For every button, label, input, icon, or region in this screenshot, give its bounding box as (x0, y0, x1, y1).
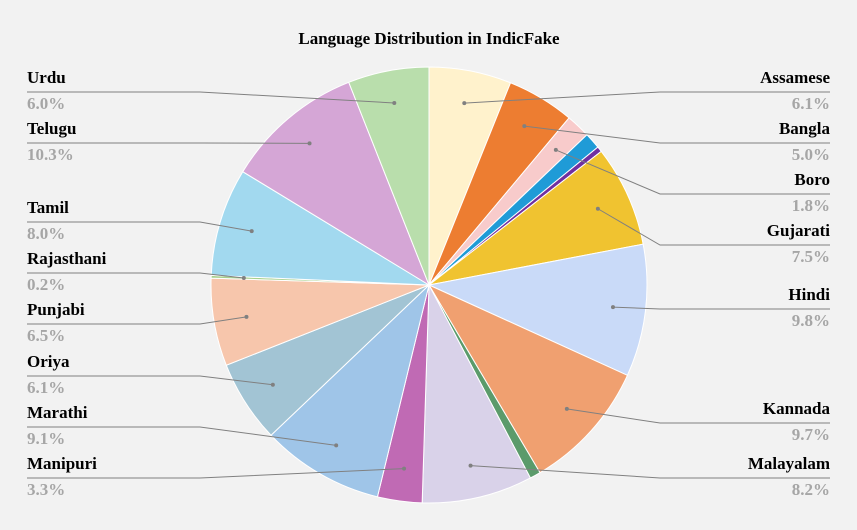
leader-dot (241, 276, 246, 281)
slice-value-label: 3.3% (27, 480, 65, 499)
slice-value-label: 9.1% (27, 429, 65, 448)
slice-label: Assamese (760, 68, 830, 87)
slice-label: Marathi (27, 403, 88, 422)
slice-label: Urdu (27, 68, 66, 87)
leader-dot (334, 443, 339, 448)
slice-value-label: 9.8% (792, 311, 830, 330)
slice-label: Bangla (779, 119, 831, 138)
pie-slice (242, 81, 431, 287)
leader-line (470, 465, 830, 479)
leader-dot (553, 147, 558, 152)
leader-dot (468, 463, 473, 468)
slice-label: Kannada (763, 399, 831, 418)
leader-dot (249, 229, 254, 234)
slice-label: Boro (794, 170, 830, 189)
leader-line (555, 149, 830, 195)
slice-value-label: 8.2% (792, 480, 830, 499)
leader-line (524, 125, 830, 144)
leader-dot (307, 141, 312, 146)
slice-value-label: 6.1% (792, 94, 830, 113)
pie-slice (210, 170, 430, 286)
leader-line (27, 272, 244, 279)
slice-label: Punjabi (27, 300, 85, 319)
pie-slice (427, 283, 629, 474)
slice-value-label: 6.1% (27, 378, 65, 397)
leader-dot (462, 101, 467, 106)
chart-title: Language Distribution in IndicFake (298, 29, 560, 48)
slice-label: Rajasthani (27, 249, 107, 268)
leader-dot (392, 100, 397, 105)
slice-label: Manipuri (27, 454, 97, 473)
leader-line (464, 91, 830, 104)
leader-dot (402, 466, 407, 471)
leader-line (27, 468, 405, 479)
slice-label: Hindi (788, 285, 830, 304)
slice-value-label: 5.0% (792, 145, 830, 164)
leader-line (612, 306, 830, 310)
leader-dot (522, 124, 527, 129)
slice-value-label: 1.8% (792, 196, 830, 215)
slice-label: Gujarati (767, 221, 831, 240)
leader-dot (610, 305, 615, 310)
slice-label: Oriya (27, 352, 70, 371)
slice-value-label: 6.5% (27, 326, 65, 345)
leader-line (27, 375, 273, 386)
pie-slice (427, 243, 648, 376)
pie-slice (428, 150, 644, 286)
leader-dot (564, 406, 569, 411)
leader-line (27, 91, 395, 104)
leader-line (566, 408, 830, 424)
slice-value-label: 0.2% (27, 275, 65, 294)
slice-label: Tamil (27, 198, 69, 217)
leader-dot (244, 314, 249, 319)
slice-label: Telugu (27, 119, 76, 138)
leader-line (27, 221, 252, 232)
slice-value-label: 7.5% (792, 247, 830, 266)
leader-line (27, 426, 337, 446)
slice-label: Malayalam (748, 454, 830, 473)
pie-slice (421, 283, 532, 504)
leader-line (27, 316, 247, 325)
slice-value-label: 6.0% (27, 94, 65, 113)
leader-dot (595, 206, 600, 211)
slice-value-label: 8.0% (27, 224, 65, 243)
slice-value-label: 9.7% (792, 425, 830, 444)
leader-line (597, 208, 830, 246)
leader-dot (270, 382, 275, 387)
pie-slice (348, 66, 430, 286)
slice-value-label: 10.3% (27, 145, 74, 164)
pie-slice (270, 283, 430, 498)
